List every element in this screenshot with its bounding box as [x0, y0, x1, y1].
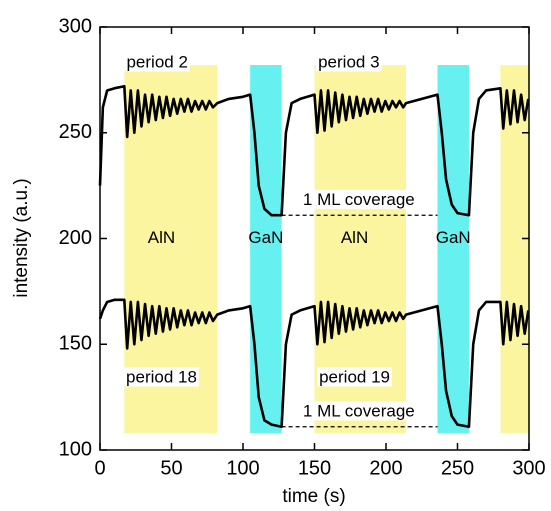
regions [124, 65, 529, 434]
x-tick-label: 100 [226, 457, 259, 479]
y-tick-label: 100 [59, 438, 92, 460]
shaded-region [500, 65, 529, 434]
annotation: AlN [341, 228, 368, 247]
annotation: GaN [248, 228, 283, 247]
annotation-background [124, 367, 199, 387]
x-tick-label: 150 [298, 457, 331, 479]
annotation-background [300, 401, 417, 421]
shaded-region [250, 65, 282, 434]
annotation: period 18 [126, 368, 197, 387]
x-tick-label: 300 [512, 457, 545, 479]
x-tick-label: 50 [160, 457, 182, 479]
x-tick-label: 250 [441, 457, 474, 479]
annotations: period 2 period 3 AlN GaN AlN GaN 1 ML coverag… [124, 52, 471, 428]
y-axis-label: intensity (a.u.) [11, 178, 32, 297]
annotation: period 3 [318, 52, 379, 71]
x-tick-label: 0 [94, 457, 105, 479]
annotation-background [316, 52, 382, 72]
annotation: 1 ML coverage [303, 190, 415, 209]
y-tick-label: 300 [59, 15, 92, 37]
annotation: period 19 [319, 368, 390, 387]
data-line [98, 84, 530, 217]
annotation-background [317, 367, 392, 387]
shaded-region [437, 65, 469, 434]
data-line [98, 298, 530, 429]
annotation-background [300, 189, 417, 209]
annotation: AlN [148, 228, 175, 247]
annotation: period 2 [126, 52, 187, 71]
ticks: 0 50 100 150 200 250 300 100 150 200 250 300 [59, 15, 546, 479]
annotation: GaN [436, 228, 471, 247]
x-tick-label: 200 [369, 457, 402, 479]
y-tick-label: 250 [59, 121, 92, 143]
annotation: 1 ML coverage [303, 401, 415, 420]
y-tick-label: 200 [59, 227, 92, 249]
x-axis-label: time (s) [282, 486, 345, 507]
lines [98, 84, 530, 429]
annotation-background [124, 52, 190, 72]
y-tick-label: 150 [59, 333, 92, 355]
